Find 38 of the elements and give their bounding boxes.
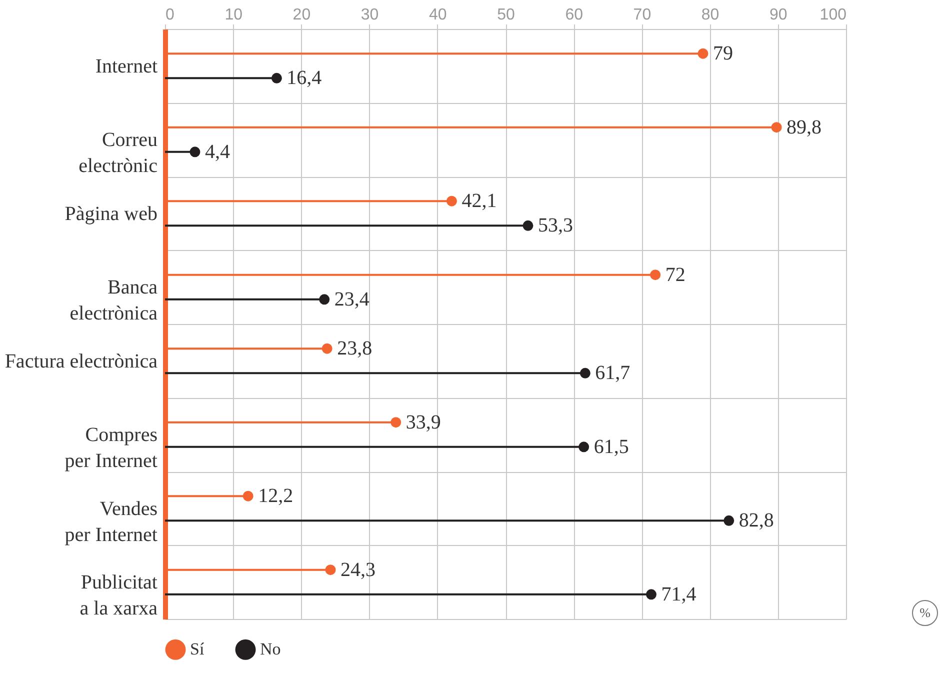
data-label: 4,4: [204, 140, 230, 163]
x-tick-label: 70: [633, 6, 652, 24]
x-tick-label: 40: [429, 6, 447, 24]
legend-label: No: [260, 640, 281, 659]
x-tick-label: 50: [497, 6, 515, 24]
data-label: 12,2: [258, 485, 294, 508]
data-label: 82,8: [738, 510, 774, 532]
data-label: 89,8: [786, 116, 822, 138]
y-tick-label: Correu electrònic: [78, 129, 158, 178]
data-label: 72: [665, 264, 686, 286]
data-label: 71,4: [661, 583, 696, 606]
data-label: 61,5: [594, 436, 629, 458]
y-tick-label: Factura electrònica: [4, 350, 158, 372]
data-label: 79: [712, 42, 733, 65]
x-tick-label: 10: [224, 6, 243, 24]
data-label: 23,8: [337, 338, 372, 360]
x-tick-label: 0: [166, 6, 174, 24]
y-tick-label: Banca electrònica: [70, 276, 158, 325]
data-label: 23,4: [334, 288, 370, 310]
data-label: 33,9: [406, 411, 441, 434]
data-label: 24,3: [340, 558, 376, 581]
y-tick-label: Vendes per Internet: [64, 498, 158, 546]
y-tick-label: Internet: [95, 55, 158, 78]
x-tick-label: 80: [701, 6, 720, 24]
x-tick-label: 60: [565, 6, 584, 24]
x-tick-label: 90: [770, 6, 788, 24]
data-label: 42,1: [462, 190, 497, 212]
y-tick-label: Pàgina web: [64, 202, 158, 225]
y-tick-label: Compres per Internet: [64, 424, 158, 472]
y-tick-label: Publicitat a la xarxa: [80, 572, 158, 620]
x-tick-label: 20: [292, 6, 311, 24]
text: %: [912, 600, 938, 626]
legend-label: Sí: [190, 640, 204, 659]
x-tick-label: 100: [820, 6, 847, 24]
data-label: 61,7: [595, 362, 630, 384]
data-label: 16,4: [286, 67, 322, 90]
data-label: 53,3: [538, 214, 573, 237]
x-tick-label: 30: [360, 6, 379, 24]
